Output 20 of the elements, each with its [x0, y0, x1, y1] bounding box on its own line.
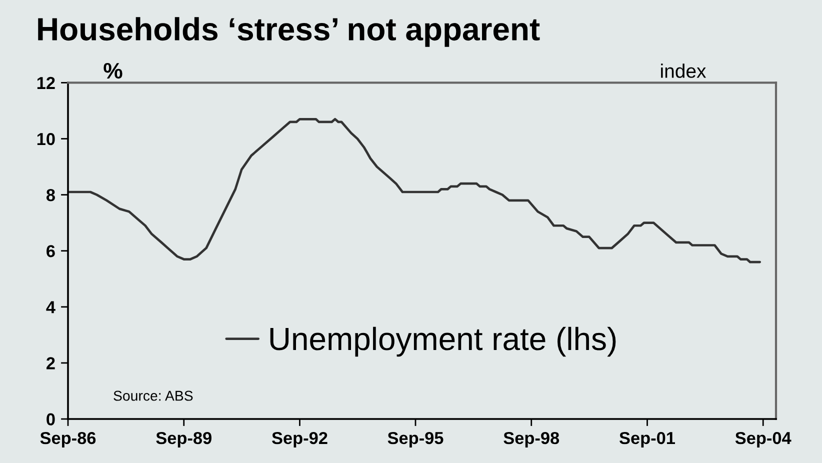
- y-tick-label: 10: [37, 132, 55, 146]
- y-tick-label: 6: [46, 245, 55, 258]
- x-tick-label: Sep-89: [156, 432, 212, 448]
- y-tick-label: 2: [46, 357, 55, 370]
- y-tick-label: 0: [46, 413, 55, 426]
- y2-axis-title: index: [661, 64, 706, 78]
- x-tick-label: Sep-92: [272, 432, 328, 448]
- chart-title: Households ‘stress’ not apparent: [38, 17, 540, 47]
- x-tick-label: Sep-04: [735, 432, 792, 448]
- annotation: Source: ABS: [114, 390, 193, 401]
- x-tick-label: Sep-86: [40, 432, 96, 448]
- x-tick-label: Sep-98: [504, 432, 560, 448]
- y-tick-label: 8: [46, 189, 55, 202]
- x-tick-label: Sep-95: [388, 432, 444, 448]
- x-tick-label: Sep-01: [619, 432, 675, 448]
- y-tick-label: 12: [37, 76, 55, 89]
- line-series: [68, 118, 762, 264]
- legend-label: Unemployment rate (lhs): [270, 326, 616, 357]
- y-axis-title: %: [104, 62, 122, 79]
- y-tick-label: 4: [46, 301, 56, 314]
